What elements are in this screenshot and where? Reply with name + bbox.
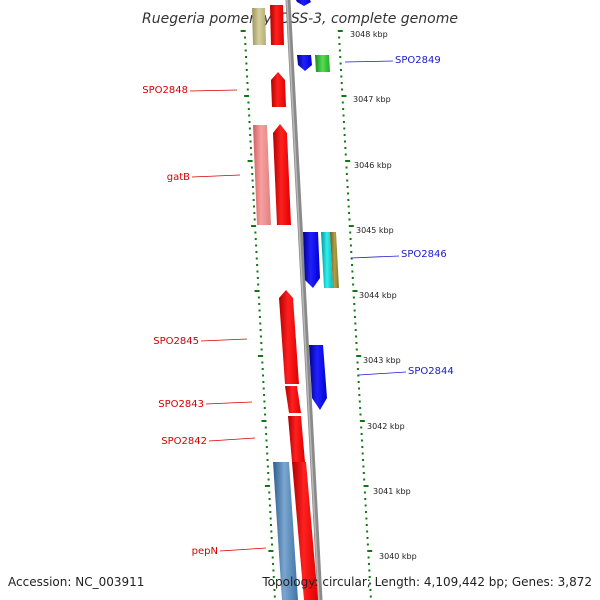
reverse-genes [296, 0, 339, 410]
gene-gatb[interactable] [273, 124, 291, 225]
scale-labels: 3048 kbp 3047 kbp 3046 kbp 3045 kbp 3044… [350, 30, 417, 561]
genome-backbone-highlight [286, 0, 320, 600]
scale-label: 3044 kbp [359, 291, 397, 300]
gene-spo2842[interactable] [288, 416, 305, 462]
label-spo2845[interactable]: SPO2845 [153, 336, 199, 347]
map-title: Ruegeria pomeroyi DSS-3, complete genome [142, 11, 458, 27]
scale-label: 3040 kbp [379, 552, 417, 561]
scale-label: 3048 kbp [350, 30, 388, 39]
left-gene-labels: SPO2848 gatB SPO2845 SPO2843 SPO2842 pep… [142, 85, 267, 557]
label-spo2849[interactable]: SPO2849 [395, 55, 441, 66]
gene-spo2846-blue[interactable] [303, 232, 320, 288]
genome-summary-text: Topology: circular; Length: 4,109,442 bp… [261, 575, 592, 589]
label-spo2842[interactable]: SPO2842 [161, 436, 207, 447]
label-spo2844[interactable]: SPO2844 [408, 366, 454, 377]
gene-blue-top[interactable] [296, 0, 311, 6]
label-gatb[interactable]: gatB [167, 172, 190, 183]
gene-pepn[interactable] [273, 462, 298, 600]
outer-tick-track [337, 30, 373, 598]
gene-red-bottom[interactable] [292, 462, 318, 600]
label-spo2846[interactable]: SPO2846 [401, 249, 447, 260]
gene-spo2843[interactable] [285, 386, 301, 413]
gene-spo2844[interactable] [309, 345, 327, 410]
gene-tan-top[interactable] [252, 8, 266, 45]
gene-spo2849-green[interactable] [315, 55, 330, 72]
label-pepn[interactable]: pepN [192, 546, 218, 557]
scale-label: 3042 kbp [367, 422, 405, 431]
scale-label: 3045 kbp [356, 226, 394, 235]
scale-label: 3041 kbp [373, 487, 411, 496]
forward-genes [252, 5, 318, 600]
gene-spo2846-olive[interactable] [330, 232, 339, 288]
right-gene-labels: SPO2849 SPO2846 SPO2844 [344, 55, 454, 377]
scale-label: 3043 kbp [363, 356, 401, 365]
accession-text: Accession: NC_003911 [8, 575, 144, 589]
scale-label: 3046 kbp [354, 161, 392, 170]
gene-spo2846-cyan[interactable] [321, 232, 333, 288]
inner-tick-track [240, 30, 276, 598]
gene-spo2848[interactable] [271, 72, 286, 107]
gene-red-top[interactable] [270, 5, 284, 45]
gene-spo2845[interactable] [279, 290, 299, 384]
label-spo2848[interactable]: SPO2848 [142, 85, 188, 96]
label-spo2843[interactable]: SPO2843 [158, 399, 204, 410]
gene-gatb-light[interactable] [253, 125, 271, 225]
scale-label: 3047 kbp [353, 95, 391, 104]
gene-spo2849-blue[interactable] [297, 55, 312, 71]
genome-backbone [285, 0, 323, 600]
